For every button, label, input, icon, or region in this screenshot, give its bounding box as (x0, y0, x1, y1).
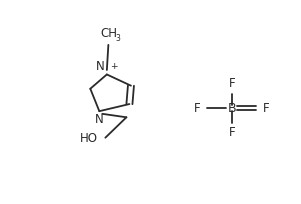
Text: N: N (95, 113, 104, 126)
Text: CH: CH (101, 27, 118, 40)
Text: N: N (96, 60, 104, 73)
Text: +: + (110, 62, 117, 71)
Text: F: F (228, 126, 235, 139)
Text: F: F (228, 77, 235, 90)
Text: F: F (263, 102, 269, 115)
Text: F: F (194, 102, 201, 115)
Text: B: B (228, 102, 236, 115)
Text: 3: 3 (116, 34, 121, 43)
Text: HO: HO (80, 132, 98, 145)
